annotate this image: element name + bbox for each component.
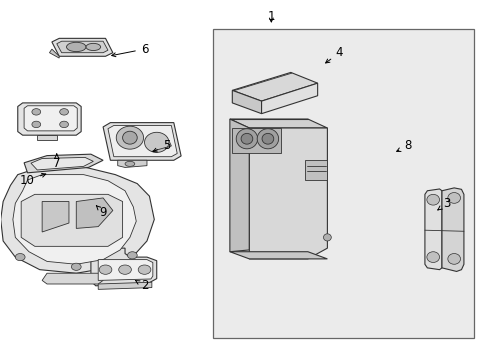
Text: 2: 2 — [135, 279, 148, 292]
Polygon shape — [18, 103, 81, 135]
Text: 9: 9 — [96, 206, 106, 219]
Polygon shape — [229, 119, 249, 252]
Ellipse shape — [60, 121, 68, 128]
Polygon shape — [31, 157, 93, 170]
Polygon shape — [98, 260, 153, 280]
Polygon shape — [305, 160, 327, 180]
Ellipse shape — [257, 129, 278, 149]
Text: 4: 4 — [325, 46, 343, 63]
Ellipse shape — [32, 109, 41, 115]
Ellipse shape — [125, 161, 135, 166]
Polygon shape — [42, 273, 103, 284]
Polygon shape — [13, 175, 136, 264]
Ellipse shape — [426, 194, 439, 205]
Ellipse shape — [236, 129, 257, 149]
Polygon shape — [21, 194, 122, 246]
Polygon shape — [76, 198, 113, 228]
Ellipse shape — [241, 134, 252, 144]
Polygon shape — [441, 188, 463, 271]
Ellipse shape — [119, 265, 131, 274]
Polygon shape — [229, 119, 327, 128]
Polygon shape — [98, 282, 152, 289]
Ellipse shape — [86, 43, 101, 50]
Ellipse shape — [447, 193, 460, 203]
Polygon shape — [232, 128, 281, 153]
Text: 5: 5 — [153, 139, 170, 152]
Ellipse shape — [116, 126, 143, 149]
Bar — [212, 30, 473, 338]
Polygon shape — [232, 72, 317, 101]
Text: 6: 6 — [112, 42, 148, 57]
Polygon shape — [424, 189, 441, 270]
Polygon shape — [0, 167, 154, 273]
Polygon shape — [52, 39, 113, 56]
Ellipse shape — [122, 131, 137, 144]
Text: 1: 1 — [267, 10, 275, 23]
Text: 10: 10 — [20, 174, 46, 186]
Text: 8: 8 — [396, 139, 411, 152]
Ellipse shape — [127, 252, 137, 259]
Polygon shape — [57, 41, 108, 53]
Ellipse shape — [60, 109, 68, 115]
Ellipse shape — [71, 263, 81, 270]
Polygon shape — [108, 126, 177, 157]
Polygon shape — [49, 49, 59, 58]
Ellipse shape — [262, 134, 273, 144]
Ellipse shape — [144, 132, 168, 152]
Polygon shape — [118, 160, 147, 167]
Polygon shape — [37, 135, 57, 140]
Ellipse shape — [426, 252, 439, 262]
Text: 7: 7 — [53, 154, 61, 170]
Ellipse shape — [323, 234, 330, 241]
Ellipse shape — [138, 265, 151, 274]
Polygon shape — [24, 106, 77, 131]
Ellipse shape — [32, 121, 41, 128]
Polygon shape — [229, 252, 327, 259]
Polygon shape — [24, 154, 103, 173]
Ellipse shape — [447, 253, 460, 264]
Text: 3: 3 — [437, 197, 449, 210]
Polygon shape — [42, 202, 69, 232]
Polygon shape — [261, 83, 317, 114]
Ellipse shape — [15, 253, 25, 261]
Polygon shape — [103, 123, 181, 160]
Polygon shape — [249, 128, 327, 259]
Polygon shape — [232, 90, 261, 114]
Ellipse shape — [99, 265, 112, 274]
Polygon shape — [91, 248, 157, 286]
Ellipse shape — [66, 42, 86, 51]
